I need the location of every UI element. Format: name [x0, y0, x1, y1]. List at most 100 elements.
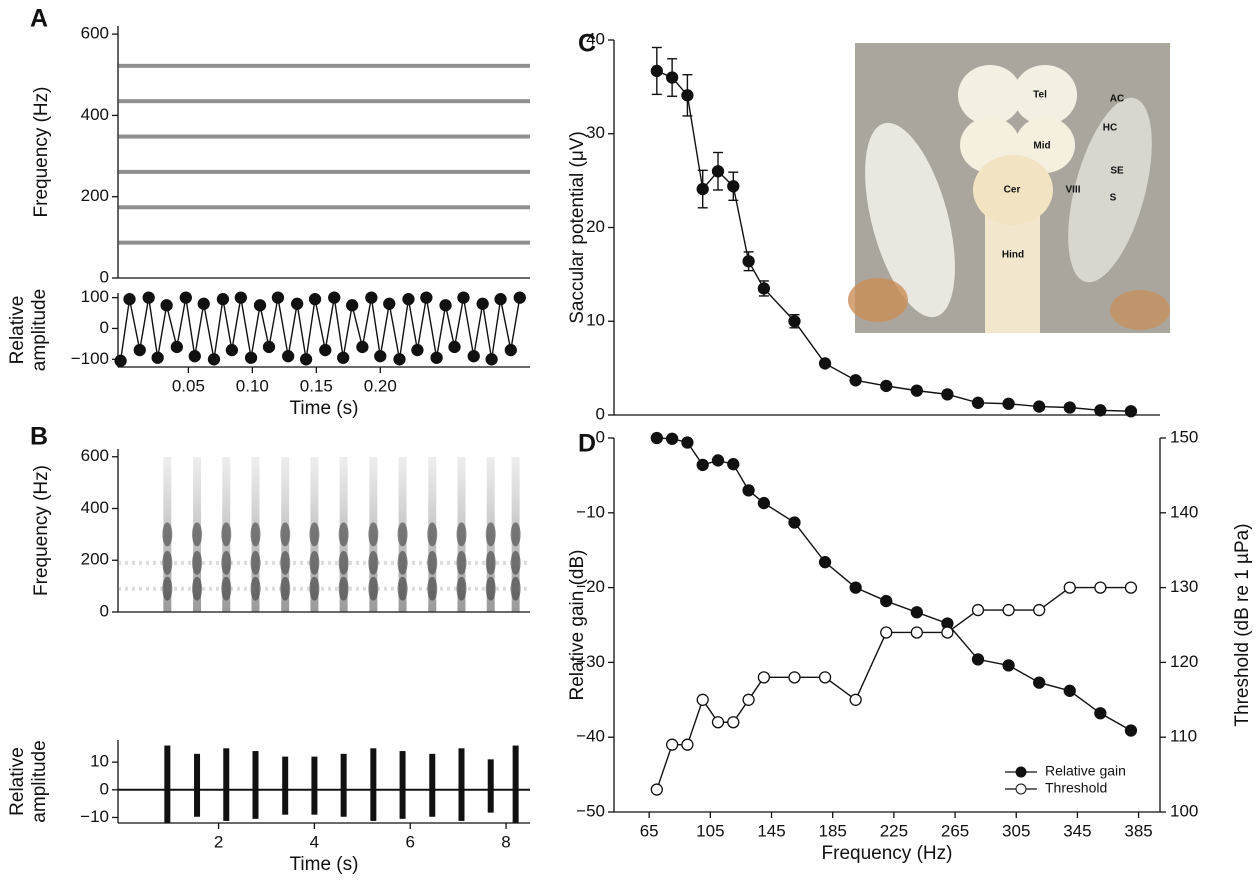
- point: [650, 64, 663, 78]
- pulse-band: [427, 522, 438, 547]
- pulse-band: [221, 522, 232, 547]
- panel-label: A: [30, 5, 48, 33]
- x-tick-label: 0.20: [364, 376, 397, 395]
- point: [757, 671, 771, 684]
- point: [197, 297, 210, 310]
- point: [788, 516, 801, 529]
- point: [757, 282, 771, 295]
- point: [114, 354, 127, 367]
- x-tick-label: 4: [310, 832, 319, 851]
- burst: [512, 745, 519, 823]
- point: [319, 343, 332, 357]
- point: [696, 693, 709, 706]
- pulse-band: [250, 550, 261, 575]
- pulse-band: [309, 576, 320, 601]
- y-axis-label: Frequency (Hz): [31, 87, 52, 218]
- point: [818, 357, 832, 370]
- y-tick-label: 100: [81, 287, 109, 306]
- point: [696, 458, 709, 472]
- point: [170, 340, 184, 354]
- pulse-band: [280, 550, 291, 575]
- point: [696, 182, 709, 196]
- y-axis-label: Frequency (Hz): [31, 465, 52, 596]
- y-tick-label: −20: [576, 577, 605, 596]
- y-tick-label: 20: [586, 217, 605, 236]
- y-tick-label: 600: [81, 446, 109, 465]
- point: [262, 340, 276, 354]
- point: [849, 374, 862, 387]
- point: [1124, 405, 1138, 418]
- harmonic: [118, 240, 530, 245]
- brain-photo: [848, 43, 1170, 333]
- point: [467, 350, 480, 363]
- point: [757, 496, 771, 510]
- y2-tick-label: 140: [1170, 502, 1198, 521]
- x-axis-label: Time (s): [290, 854, 359, 875]
- point: [818, 556, 832, 569]
- y-tick-label: 0: [100, 779, 109, 798]
- pulse-band: [456, 522, 467, 547]
- point: [476, 297, 489, 310]
- x-tick-label: 345: [1063, 821, 1091, 840]
- point: [711, 454, 725, 467]
- y-tick-label: 0: [100, 318, 109, 337]
- point: [374, 350, 387, 363]
- inset-label: VIII: [1065, 185, 1080, 196]
- point: [299, 353, 313, 366]
- x-tick-label: 305: [1002, 821, 1030, 840]
- y-tick-label: −10: [80, 807, 109, 826]
- x-tick-label: 2: [214, 832, 223, 851]
- burst: [458, 748, 465, 821]
- point: [504, 343, 517, 357]
- point: [971, 653, 985, 666]
- pulse-band: [250, 576, 261, 601]
- point: [665, 71, 679, 84]
- point: [742, 693, 755, 706]
- y-tick-label: 600: [81, 24, 109, 43]
- y2-axis-label: Threshold (dB re 1 µPa): [1232, 523, 1253, 726]
- point: [788, 315, 801, 328]
- burst: [194, 753, 201, 817]
- y-tick-label: 0: [100, 601, 109, 620]
- burst: [340, 753, 347, 817]
- x-tick-label: 0.15: [300, 376, 333, 395]
- point: [365, 291, 378, 304]
- pulse-band: [397, 576, 408, 601]
- pulse-band: [485, 550, 496, 575]
- x-tick-label: 145: [757, 821, 785, 840]
- point: [485, 353, 498, 366]
- y-tick-label: 30: [586, 123, 605, 142]
- point: [1033, 676, 1046, 689]
- point: [356, 340, 369, 354]
- point: [650, 783, 663, 796]
- pulse-band: [510, 550, 521, 575]
- legend-label: Threshold: [1045, 780, 1107, 796]
- pulse-band: [250, 522, 261, 547]
- point: [225, 343, 239, 357]
- point: [1002, 397, 1015, 410]
- harmonic: [118, 99, 530, 104]
- panel-label: D: [578, 430, 596, 458]
- y-axis-label: amplitude: [29, 740, 50, 822]
- y2-tick-label: 120: [1170, 652, 1198, 671]
- burst: [399, 751, 406, 819]
- y-tick-label: 0: [596, 427, 605, 446]
- y-tick-label: −40: [576, 727, 605, 746]
- point: [1063, 581, 1076, 594]
- pulse-band: [368, 576, 379, 601]
- point: [207, 353, 221, 366]
- x-tick-label: 225: [880, 821, 908, 840]
- inset-label: HC: [1103, 123, 1117, 134]
- y2-tick-label: 100: [1170, 801, 1198, 820]
- pulse-band: [192, 550, 203, 575]
- x-tick-label: 185: [819, 821, 847, 840]
- y2-tick-label: 150: [1170, 427, 1198, 446]
- pulse-band: [510, 576, 521, 601]
- burst: [282, 756, 289, 815]
- pulse-band: [456, 576, 467, 601]
- point: [1063, 401, 1076, 414]
- point: [328, 291, 341, 304]
- x-tick-label: 385: [1124, 821, 1152, 840]
- pulse-band: [456, 550, 467, 575]
